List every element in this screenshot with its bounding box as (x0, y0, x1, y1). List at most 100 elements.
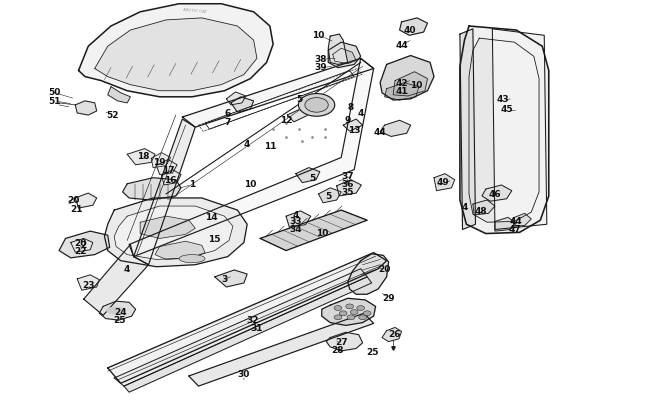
Polygon shape (460, 27, 549, 234)
Polygon shape (287, 110, 308, 123)
Polygon shape (134, 120, 195, 265)
Text: 41: 41 (395, 87, 408, 96)
Polygon shape (214, 270, 247, 287)
Text: 4: 4 (292, 210, 299, 219)
Text: 22: 22 (74, 247, 86, 256)
Text: 4: 4 (462, 202, 467, 211)
Polygon shape (382, 328, 402, 342)
Polygon shape (296, 168, 320, 183)
Circle shape (305, 98, 328, 113)
Text: 46: 46 (489, 190, 501, 199)
Text: 2: 2 (81, 241, 87, 249)
Text: 10: 10 (410, 81, 422, 90)
Text: 25: 25 (113, 315, 125, 324)
Ellipse shape (179, 255, 205, 263)
Polygon shape (129, 59, 374, 257)
Text: 3: 3 (222, 275, 227, 284)
Circle shape (347, 315, 355, 320)
Polygon shape (260, 211, 367, 251)
Polygon shape (482, 185, 512, 202)
Circle shape (363, 311, 371, 316)
Text: ARCTIC CAT: ARCTIC CAT (183, 8, 207, 14)
Text: 30: 30 (238, 369, 250, 379)
Text: 21: 21 (70, 204, 83, 213)
Text: 44: 44 (510, 216, 523, 225)
Text: 37: 37 (341, 172, 354, 181)
Ellipse shape (107, 307, 126, 314)
Polygon shape (460, 30, 476, 230)
Text: 5: 5 (325, 192, 332, 201)
Polygon shape (226, 93, 246, 106)
Polygon shape (328, 43, 361, 68)
Polygon shape (182, 59, 374, 128)
Polygon shape (162, 170, 181, 185)
Polygon shape (59, 232, 110, 258)
Text: 6: 6 (225, 109, 231, 118)
Text: 33: 33 (289, 216, 302, 225)
Text: 42: 42 (395, 79, 408, 88)
Polygon shape (114, 207, 233, 260)
Text: 29: 29 (382, 293, 395, 302)
Text: 16: 16 (164, 176, 177, 185)
Text: 43: 43 (497, 95, 510, 104)
Text: 11: 11 (264, 141, 276, 151)
Text: 10: 10 (315, 228, 328, 237)
Text: 48: 48 (474, 206, 487, 215)
Polygon shape (95, 19, 257, 92)
Polygon shape (473, 200, 495, 215)
Circle shape (359, 315, 367, 320)
Polygon shape (337, 180, 361, 196)
Polygon shape (77, 275, 99, 290)
Circle shape (357, 306, 365, 311)
Polygon shape (140, 217, 195, 239)
Text: 4: 4 (244, 139, 250, 149)
Polygon shape (79, 5, 273, 98)
Polygon shape (322, 298, 376, 326)
Polygon shape (127, 149, 155, 165)
Polygon shape (75, 194, 97, 209)
Text: 27: 27 (335, 337, 348, 346)
Polygon shape (99, 301, 136, 320)
Polygon shape (393, 72, 428, 97)
Text: 45: 45 (501, 105, 514, 114)
Text: 4: 4 (358, 109, 364, 118)
Text: 26: 26 (388, 329, 400, 338)
Text: 20: 20 (378, 264, 391, 274)
Text: 28: 28 (332, 345, 344, 354)
Text: 40: 40 (403, 26, 415, 35)
Text: 19: 19 (153, 158, 166, 166)
Text: 49: 49 (437, 178, 449, 187)
Polygon shape (123, 178, 181, 200)
Text: 51: 51 (48, 96, 61, 105)
Polygon shape (157, 160, 177, 175)
Circle shape (334, 315, 342, 320)
Circle shape (334, 306, 342, 311)
Polygon shape (155, 242, 205, 260)
Text: 44: 44 (395, 40, 408, 49)
Text: 36: 36 (341, 180, 354, 189)
Circle shape (350, 310, 358, 315)
Polygon shape (513, 214, 531, 227)
Polygon shape (71, 239, 93, 253)
Text: 24: 24 (114, 307, 127, 316)
Polygon shape (108, 87, 131, 104)
Text: 15: 15 (209, 234, 221, 243)
Text: 4: 4 (124, 264, 131, 274)
Polygon shape (348, 254, 389, 294)
Text: 10: 10 (313, 30, 325, 40)
Polygon shape (108, 253, 387, 383)
Polygon shape (333, 49, 356, 64)
Text: 38: 38 (315, 55, 328, 64)
Polygon shape (469, 39, 539, 223)
Polygon shape (343, 120, 363, 132)
Text: 5: 5 (296, 95, 302, 104)
Circle shape (339, 311, 347, 316)
Polygon shape (400, 19, 428, 36)
Polygon shape (75, 102, 97, 116)
Text: 52: 52 (107, 111, 119, 119)
Polygon shape (380, 121, 411, 137)
Text: 47: 47 (509, 224, 521, 233)
Text: 20: 20 (67, 196, 79, 205)
Polygon shape (114, 269, 367, 386)
Text: 20: 20 (74, 239, 86, 247)
